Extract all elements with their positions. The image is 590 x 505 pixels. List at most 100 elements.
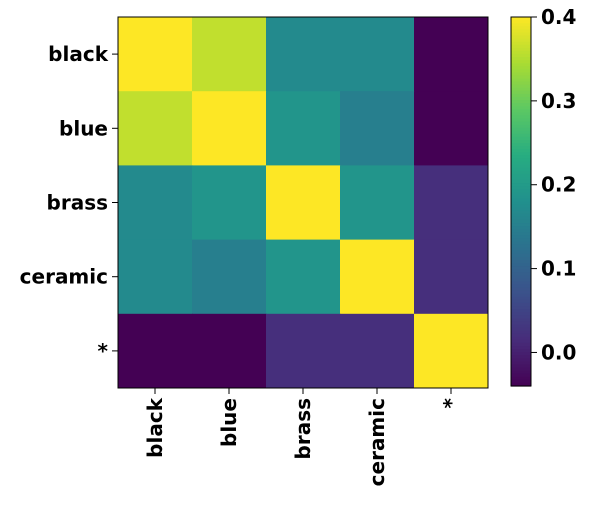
- y-tick-label: *: [98, 339, 109, 363]
- x-tick-label: blue: [217, 398, 241, 447]
- colorbar-segment: [511, 201, 531, 206]
- colorbar-segment: [511, 198, 531, 203]
- x-axis: black blue brass ceramic *: [143, 388, 463, 486]
- y-tick-label: black: [48, 42, 109, 66]
- colorbar-segment: [511, 207, 531, 212]
- colorbar-segment: [511, 287, 531, 292]
- colorbar-segment: [511, 81, 531, 86]
- heatmap-cell-0-0: [118, 17, 193, 92]
- colorbar-segment: [511, 373, 531, 378]
- colorbar-segment: [511, 183, 531, 187]
- colorbar-segment: [511, 23, 531, 27]
- colorbar-segment: [511, 219, 531, 224]
- heatmap-cell-2-3: [340, 165, 415, 241]
- colorbar-segment: [511, 330, 531, 335]
- colorbar-segment: [511, 336, 531, 341]
- colorbar-tick-label: 0.0: [541, 340, 576, 364]
- heatmap-cell-3-1: [192, 239, 267, 315]
- colorbar-tick-label: 0.1: [541, 257, 576, 281]
- colorbar-segment: [511, 100, 531, 104]
- heatmap-cell-3-0: [118, 239, 193, 315]
- colorbar-tick-label: 0.3: [541, 89, 576, 113]
- heatmap-cell-4-0: [118, 313, 193, 389]
- colorbar-segment: [511, 321, 531, 326]
- heatmap-cell-4-3: [340, 313, 415, 389]
- colorbar-segment: [511, 35, 531, 40]
- colorbar-segment: [511, 189, 531, 193]
- colorbar-segment: [511, 275, 531, 279]
- colorbar-segment: [511, 192, 531, 196]
- colorbar-segment: [511, 44, 531, 49]
- x-tick-label: black: [143, 397, 167, 458]
- colorbar-segment: [511, 173, 531, 178]
- colorbar-segment: [511, 204, 531, 209]
- colorbar-segment: [511, 342, 531, 347]
- colorbar-segment: [511, 284, 531, 289]
- colorbar-segment: [511, 32, 531, 37]
- colorbar-segment: [511, 263, 531, 267]
- colorbar-segment: [511, 179, 531, 184]
- colorbar-segment: [511, 278, 531, 283]
- colorbar-segment: [511, 229, 531, 233]
- heatmap-cell-4-2: [266, 313, 341, 389]
- heatmap-cell-3-2: [266, 239, 341, 315]
- colorbar-segment: [511, 259, 531, 264]
- colorbar-segment: [511, 238, 531, 243]
- colorbar-segment: [511, 333, 531, 338]
- colorbar-segment: [511, 269, 531, 273]
- colorbar-segment: [511, 130, 531, 135]
- heatmap-cell-2-2: [266, 165, 341, 241]
- heatmap-cell-0-4: [414, 17, 489, 92]
- colorbar-tick-label: 0.4: [541, 5, 576, 29]
- heatmap-cell-2-1: [192, 165, 267, 241]
- colorbar-segment: [511, 216, 531, 221]
- colorbar-segment: [511, 324, 531, 329]
- colorbar-segment: [511, 281, 531, 286]
- colorbar-segment: [511, 41, 531, 46]
- colorbar-segment: [511, 17, 531, 21]
- colorbar-segment: [511, 53, 531, 58]
- colorbar-segment: [511, 69, 531, 73]
- colorbar-segment: [511, 60, 531, 64]
- colorbar-segment: [511, 355, 531, 359]
- heatmap-cell-4-4: [414, 313, 489, 389]
- colorbar-segment: [511, 379, 531, 384]
- colorbar-segment: [511, 66, 531, 70]
- colorbar-segment: [511, 232, 531, 236]
- colorbar-segment: [511, 143, 531, 147]
- colorbar-segment: [511, 213, 531, 218]
- colorbar-segment: [511, 244, 531, 249]
- colorbar-segment: [511, 352, 531, 356]
- colorbar-segment: [511, 370, 531, 375]
- heatmap-cell-1-3: [340, 91, 415, 166]
- colorbar-segment: [511, 84, 531, 89]
- colorbar-segment: [511, 315, 531, 319]
- colorbar-segment: [511, 299, 531, 304]
- colorbar-segment: [511, 235, 531, 239]
- colorbar-segment: [511, 146, 531, 150]
- heatmap-cell-2-0: [118, 165, 193, 241]
- y-tick-label: ceramic: [20, 265, 108, 289]
- colorbar-segment: [511, 247, 531, 252]
- heatmap-cell-3-3: [340, 239, 415, 315]
- colorbar-segment: [511, 296, 531, 301]
- colorbar-segment: [511, 176, 531, 181]
- colorbar-segment: [511, 161, 531, 166]
- colorbar-segment: [511, 115, 531, 120]
- colorbar-segment: [511, 63, 531, 67]
- colorbar-segment: [511, 312, 531, 316]
- colorbar-segment: [511, 361, 531, 366]
- colorbar-segment: [511, 38, 531, 43]
- colorbar-segment: [511, 195, 531, 200]
- heatmap-cell-1-0: [118, 91, 193, 166]
- colorbar-segment: [511, 78, 531, 83]
- heatmap-cell-3-4: [414, 239, 489, 315]
- heatmap-cell-4-1: [192, 313, 267, 389]
- colorbar-segment: [511, 293, 531, 298]
- colorbar-segment: [511, 133, 531, 138]
- colorbar-segment: [511, 87, 531, 92]
- colorbar-segment: [511, 349, 531, 353]
- colorbar-segment: [511, 223, 531, 227]
- colorbar-segment: [511, 226, 531, 230]
- colorbar-segment: [511, 149, 531, 153]
